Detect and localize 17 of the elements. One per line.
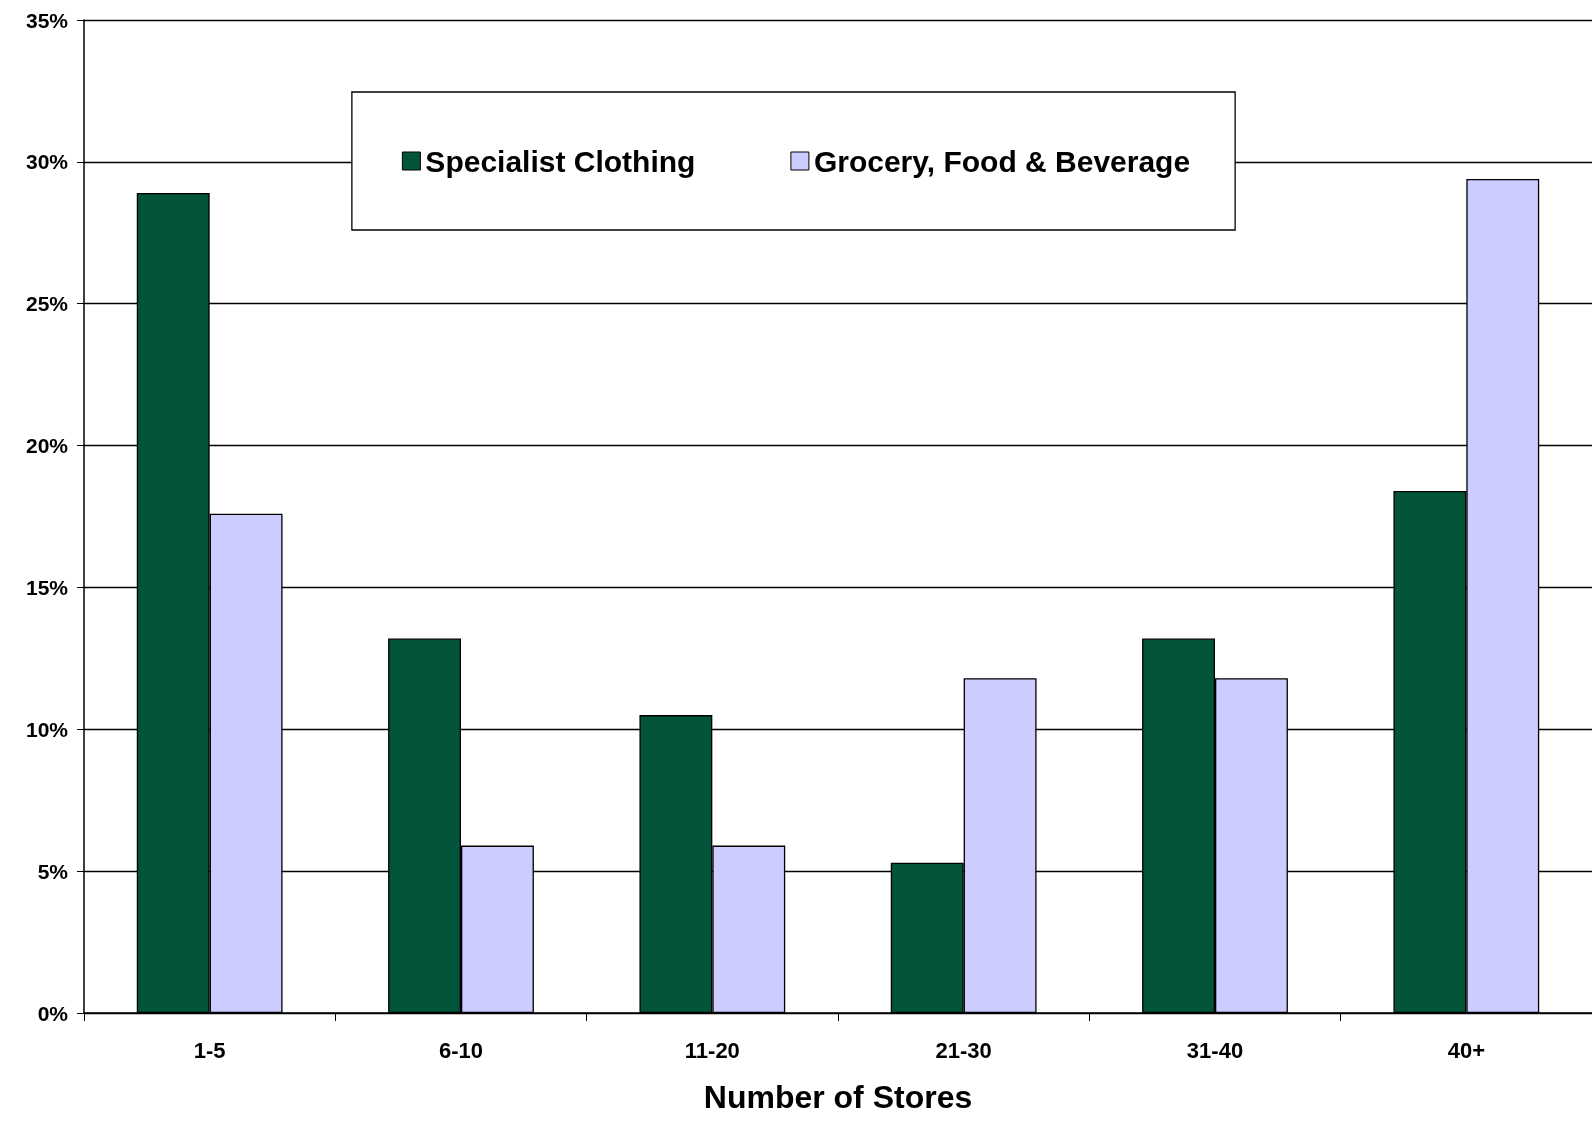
y-tick-label: 20% bbox=[25, 434, 69, 458]
y-tick-label: 10% bbox=[25, 717, 69, 741]
legend-label: Specialist Clothing bbox=[425, 144, 696, 178]
y-tick-label: 35% bbox=[25, 8, 69, 32]
y-tick-label: 30% bbox=[25, 150, 69, 174]
legend-label: Grocery, Food & Beverage bbox=[813, 144, 1191, 178]
y-tick-label: 0% bbox=[37, 1001, 69, 1025]
x-tick-label: 1-5 bbox=[193, 1037, 226, 1063]
y-tick-label: 25% bbox=[25, 292, 69, 316]
x-axis-title: Number of Stores bbox=[703, 1079, 973, 1115]
y-tick-label: 15% bbox=[25, 575, 69, 599]
x-tick-label: 21-30 bbox=[935, 1037, 992, 1063]
x-tick-label: 31-40 bbox=[1186, 1037, 1244, 1063]
y-tick-label: 5% bbox=[37, 859, 69, 883]
x-tick-label: 11-20 bbox=[684, 1037, 740, 1063]
x-tick-label: 40+ bbox=[1447, 1037, 1485, 1063]
x-tick-label: 6-10 bbox=[438, 1037, 484, 1063]
